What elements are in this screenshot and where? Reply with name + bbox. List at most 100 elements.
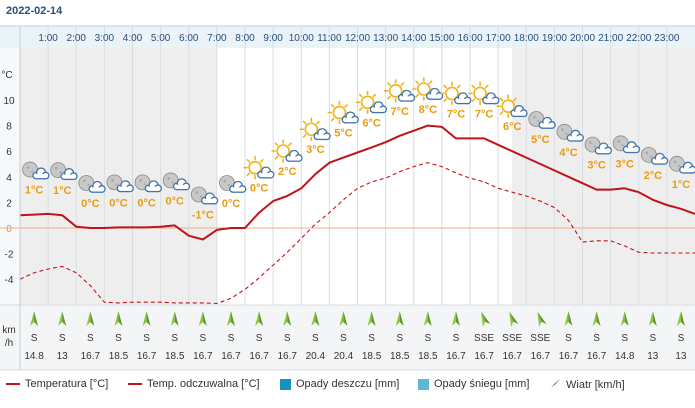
hour-label: 16:00	[457, 33, 482, 44]
wind-arrow-right	[624, 311, 629, 326]
temperature-label: 3°C	[587, 160, 606, 172]
wind-speed-label: 16.7	[81, 351, 101, 362]
legend-item-snow[interactable]: Opady śniegu [mm]	[418, 378, 529, 390]
wind-arrow-icon	[367, 311, 376, 326]
hour-label: 13:00	[373, 33, 398, 44]
moon-crater	[617, 139, 621, 143]
wind-arrow-icon	[198, 311, 207, 326]
y-axis-tick-label: -4	[5, 275, 14, 286]
wind-arrow-icon	[142, 311, 151, 326]
wind-direction-label: S	[424, 333, 431, 344]
cloud-fill	[514, 111, 524, 117]
sun-ray	[372, 93, 377, 98]
sun-cloud-icon	[440, 81, 472, 106]
temperature-label: 1°C	[53, 185, 72, 197]
y-axis-tick-label: 2	[6, 198, 12, 209]
wind-arrow-right	[537, 311, 547, 324]
wind-arrow-right	[596, 311, 601, 326]
sun-ray	[302, 134, 307, 138]
wind-direction-label: SSE	[502, 333, 522, 344]
wind-speed-label: 16.7	[502, 351, 522, 362]
sun-cloud-icon	[412, 77, 444, 101]
wind-arrow-icon	[86, 311, 95, 326]
wind-arrow-icon	[423, 311, 432, 326]
legend-item-feels-like[interactable]: Temp. odczuwalna [°C]	[128, 378, 260, 390]
legend-swatch-snow	[418, 378, 429, 390]
cloud-fill	[486, 98, 496, 104]
wind-arrow-right	[62, 311, 67, 326]
sun-ray	[344, 104, 349, 108]
wind-arrow-icon	[30, 311, 39, 326]
wind-arrow-icon	[226, 311, 235, 326]
sun-ray	[358, 107, 363, 111]
moon-cloud-icon	[134, 174, 163, 193]
wind-arrow-left	[226, 311, 231, 326]
wind-direction-label: S	[396, 333, 403, 344]
legend-item-temperature[interactable]: Temperatura [°C]	[6, 378, 108, 390]
hour-label: 3:00	[95, 33, 115, 44]
moon-crater	[54, 166, 58, 170]
wind-arrow-left	[676, 311, 681, 326]
temperature-label: 1°C	[25, 185, 44, 197]
hour-label: 5:00	[151, 33, 171, 44]
wind-arrow-right	[371, 311, 376, 326]
sun-ray	[499, 97, 504, 102]
hour-label: 10:00	[289, 33, 314, 44]
moon-crater	[195, 191, 199, 194]
moon-crater	[645, 151, 649, 155]
hour-label: 8:00	[235, 33, 255, 44]
wind-direction-label: S	[649, 333, 656, 344]
sun-ray	[246, 159, 251, 163]
wind-speed-label: 20.4	[306, 351, 326, 362]
legend-item-wind[interactable]: Wiatr [km/h]	[550, 378, 625, 392]
cloud-fill	[542, 123, 552, 129]
moon-crater	[115, 183, 118, 186]
legend-item-rain[interactable]: Opady deszczu [mm]	[280, 378, 399, 390]
wind-direction-label: S	[31, 333, 38, 344]
cloud-fill	[261, 173, 271, 178]
chart-legend: Temperatura [°C] Temp. odczuwalna [°C] O…	[0, 372, 695, 398]
wind-arrow-icon	[311, 311, 320, 326]
wind-speed-label: 16.7	[587, 351, 607, 362]
y-axis-column	[0, 26, 20, 305]
sun-ray	[484, 84, 489, 89]
wind-speed-label: 13	[57, 351, 69, 362]
moon-crater	[59, 171, 62, 174]
temperature-label: -1°C	[192, 210, 214, 222]
wind-arrow-right	[652, 311, 657, 326]
wind-speed-label: 16.7	[249, 351, 269, 362]
y-axis-tick-label: 4	[6, 173, 12, 184]
wind-arrow-right	[455, 311, 460, 326]
cloud-fill	[92, 187, 102, 193]
temperature-label: 1°C	[672, 179, 691, 191]
temperature-label: 0°C	[165, 195, 184, 207]
sun-disc	[501, 99, 515, 113]
wind-arrow-icon	[339, 311, 348, 326]
temperature-label: 0°C	[109, 197, 128, 209]
hour-label: 22:00	[626, 33, 651, 44]
wind-arrow-left	[170, 311, 175, 326]
wind-speed-label: 13	[647, 351, 659, 362]
temperature-label: 0°C	[137, 197, 156, 209]
cloud-fill	[457, 98, 468, 104]
temperature-chart: 1:00 2:00 3:00 4:00 5:00 6:00 7:00 8:00 9:00 10:0…	[0, 25, 695, 371]
wind-direction-label: S	[565, 333, 572, 344]
hour-label: 2:00	[67, 33, 87, 44]
hour-label: 9:00	[263, 33, 283, 44]
wind-arrow-left	[30, 311, 35, 326]
cloud-fill	[598, 149, 609, 154]
wind-arrow-right	[568, 311, 573, 326]
moon-crater	[565, 132, 568, 135]
wind-speed-label: 14.8	[615, 351, 635, 362]
cloud-fill	[626, 147, 637, 153]
moon-cloud-icon	[162, 172, 191, 191]
wind-arrow-left	[339, 311, 344, 326]
wind-direction-label: SSE	[474, 333, 494, 344]
wind-arrow-icon	[509, 311, 519, 327]
wind-axis-unit-km: km	[2, 325, 15, 336]
moon-cloud-icon	[556, 123, 584, 142]
wind-arrow-icon	[648, 311, 657, 326]
cloud-fill	[204, 199, 215, 204]
moon-crater	[167, 177, 171, 180]
